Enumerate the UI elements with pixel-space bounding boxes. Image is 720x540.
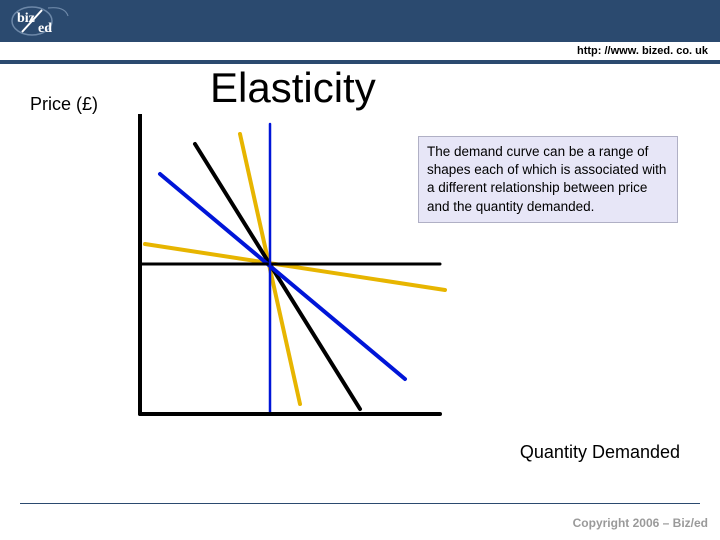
line-flat-yellow [145, 244, 445, 290]
svg-text:biz: biz [17, 11, 35, 26]
header-bar: biz ed [0, 0, 720, 42]
y-axis-label: Price (£) [30, 94, 98, 115]
line-medium-black [195, 144, 360, 409]
url-bar: http: //www. bized. co. uk [0, 42, 720, 64]
annotation-box: The demand curve can be a range of shape… [418, 136, 678, 223]
x-axis-label: Quantity Demanded [520, 442, 680, 463]
svg-text:ed: ed [38, 21, 52, 36]
page-title: Elasticity [210, 64, 376, 112]
copyright-text: Copyright 2006 – Biz/ed [573, 516, 708, 530]
bized-logo: biz ed [10, 4, 80, 38]
elasticity-chart [130, 114, 450, 424]
url-text: http: //www. bized. co. uk [577, 45, 708, 57]
slide-body: Elasticity Price (£) The demand curve ca… [0, 64, 720, 494]
footer-rule [20, 503, 700, 504]
